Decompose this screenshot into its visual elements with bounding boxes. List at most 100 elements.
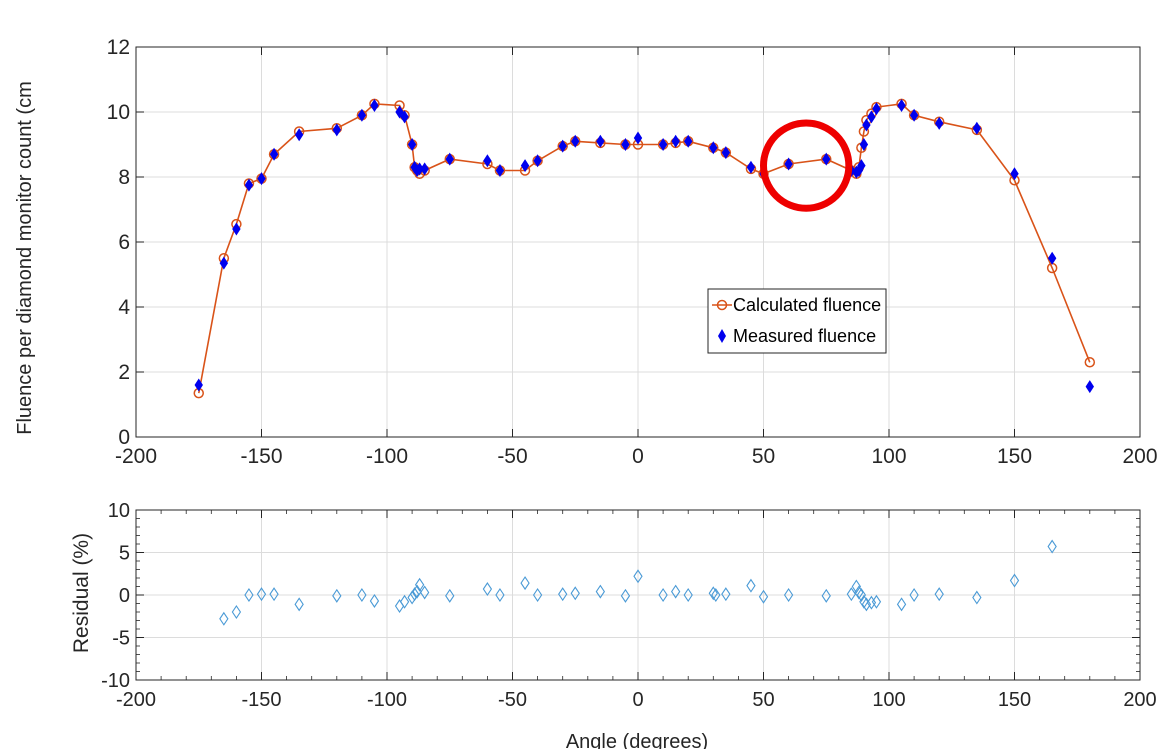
- residual-point: [909, 588, 919, 602]
- main-x-tick-label: -150: [240, 445, 282, 468]
- measured-fluence-point: [1010, 167, 1019, 181]
- main-x-tick-label: 150: [997, 445, 1032, 468]
- main-y-tick-label: 8: [118, 166, 130, 189]
- residual-x-tick-label: 0: [632, 689, 643, 711]
- measured-fluence-point: [415, 162, 424, 176]
- main-ylabel: Fluence per diamond monitor count (cm: [14, 81, 36, 435]
- residual-point: [570, 586, 580, 601]
- main-y-tick-label: 2: [118, 361, 130, 384]
- measured-fluence-point: [357, 108, 367, 122]
- residual-point: [658, 588, 668, 602]
- measured-fluence-point: [857, 159, 866, 173]
- calculated-fluence-point: [1084, 357, 1096, 368]
- measured-fluence-point: [935, 116, 944, 130]
- residual-y-tick-label: 0: [119, 585, 130, 607]
- residual-point: [269, 587, 279, 602]
- residual-point: [256, 587, 267, 602]
- residual-point: [219, 611, 229, 626]
- measured-fluence-point: [862, 118, 871, 132]
- residual-point: [758, 589, 769, 604]
- measured-fluence-point: [671, 134, 680, 148]
- measured-fluence-point: [407, 138, 417, 151]
- measured-fluence-point: [684, 134, 693, 148]
- main-x-tick-label: 0: [632, 445, 644, 468]
- legend-calculated-label: Calculated fluence: [733, 295, 881, 315]
- residual-point: [821, 588, 831, 603]
- residual-point: [783, 588, 794, 602]
- main-x-tick-label: 100: [871, 445, 906, 468]
- measured-fluence-point: [784, 157, 793, 171]
- measured-fluence-point: [897, 99, 906, 112]
- measured-fluence-point: [232, 222, 241, 236]
- measured-fluence-point: [571, 134, 580, 148]
- residual-point: [369, 593, 380, 608]
- measured-fluence-point: [420, 162, 429, 176]
- residual-series: [219, 539, 1057, 626]
- residual-point: [1047, 539, 1057, 554]
- legend: Calculated fluence Measured fluence: [707, 288, 887, 354]
- residual-point: [445, 588, 455, 603]
- main-x-tick-label: 50: [752, 445, 775, 468]
- residual-point: [861, 597, 872, 612]
- measured-fluence-point: [244, 178, 254, 192]
- residual-point: [934, 587, 944, 602]
- residual-point: [332, 588, 342, 603]
- residual-point: [846, 587, 857, 602]
- residual-x-tick-label: 100: [872, 689, 905, 711]
- measured-fluence-point: [495, 164, 505, 177]
- main-x-tick-label: -50: [497, 445, 527, 468]
- residual-point: [711, 588, 721, 602]
- measured-fluence-point: [194, 378, 203, 392]
- residual-point: [1009, 573, 1020, 588]
- main-series: [193, 98, 1096, 399]
- legend-calculated-marker: [716, 299, 728, 311]
- legend-box: [707, 288, 887, 354]
- residual-point: [721, 587, 731, 602]
- residual-point: [414, 577, 425, 592]
- main-x-tick-label: -100: [366, 445, 408, 468]
- highlight-circle: [760, 119, 853, 212]
- residual-x-tick-label: 150: [998, 689, 1031, 711]
- residual-x-tick-label: -200: [116, 689, 156, 711]
- main-grid: [136, 47, 1140, 437]
- residual-x-tick-label: -50: [498, 689, 527, 711]
- residual-y-tick-label: 10: [108, 500, 130, 522]
- residual-point: [871, 594, 882, 609]
- measured-fluence-point: [972, 121, 982, 135]
- residual-point: [495, 588, 505, 602]
- measured-fluence-point: [520, 159, 530, 173]
- main-y-tick-label: 4: [118, 296, 130, 319]
- measured-fluence-point: [533, 154, 542, 168]
- residual-point: [419, 585, 430, 600]
- residual-point: [670, 584, 681, 599]
- measured-fluence-point: [822, 152, 831, 166]
- residual-point: [558, 587, 568, 602]
- residual-point: [231, 605, 242, 619]
- measured-fluence-point: [909, 108, 919, 122]
- legend-measured-marker: [718, 329, 726, 343]
- residual-point: [409, 587, 420, 602]
- residual-point: [520, 576, 530, 591]
- residual-point: [595, 584, 606, 599]
- residual-xlabel: Angle (degrees): [566, 731, 708, 749]
- main-y-tick-label: 0: [118, 426, 130, 449]
- residual-point: [851, 579, 862, 594]
- residual-point: [399, 594, 410, 609]
- residual-x-tick-label: -150: [241, 689, 281, 711]
- residual-y-tick-label: -5: [112, 628, 130, 650]
- measured-fluence-point: [400, 110, 409, 124]
- residual-y-tick-label: 5: [119, 543, 130, 565]
- main-ticks: -200 -150 -100 -50 0 50 100 150 200 0 2 4 6 8 10 12: [107, 36, 1158, 468]
- measured-fluence-point: [859, 138, 869, 151]
- measured-fluence-point: [332, 123, 341, 137]
- residual-point: [708, 586, 718, 601]
- residual-point: [683, 588, 693, 602]
- measured-fluence-point: [294, 128, 304, 142]
- measured-fluence-point: [1085, 380, 1094, 394]
- residual-point: [620, 588, 631, 603]
- measured-fluence-point: [867, 110, 876, 124]
- residual-point: [532, 588, 543, 602]
